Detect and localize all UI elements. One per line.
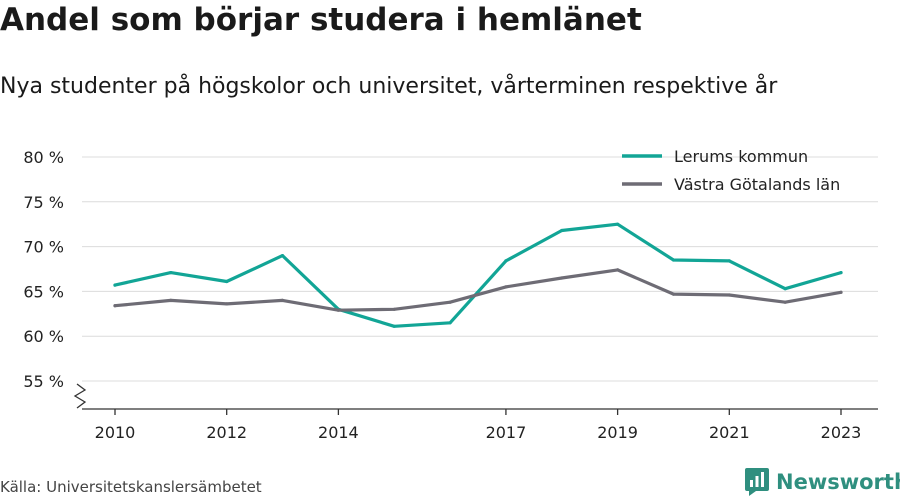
x-tick-label: 2010 [95,423,136,442]
data-point [671,292,676,296]
y-tick-label: 70 % [23,238,64,257]
legend: Lerums kommun Västra Götalands län [622,147,840,194]
axes: 55 % 60 % 65 % 70 % 75 % 80 % 2010 2012 2014 2017… [23,148,878,442]
brand-logo: Newsworthy [744,466,900,498]
axis-break-icon [73,383,87,409]
data-point [616,268,620,272]
chart-title: Andel som börjar studera i hemlänet [0,2,642,38]
data-point [448,321,452,325]
data-point [336,308,340,312]
x-tick-label: 2017 [486,423,527,442]
x-tick-label: 2012 [206,423,247,442]
data-point [448,300,452,304]
x-tick-label: 2023 [821,423,862,442]
data-point [169,271,173,275]
data-point [671,258,676,262]
x-tick-label: 2019 [597,423,638,442]
data-point [113,304,117,308]
legend-label: Lerums kommun [674,147,808,166]
data-point [280,254,285,258]
source-note: Källa: Universitetskanslersämbetet [0,478,262,496]
data-point [560,276,564,280]
line-chart: 55 % 60 % 65 % 70 % 75 % 80 % 2010 2012 2014 2017… [23,147,878,442]
data-point [392,324,396,328]
x-tick-label: 2021 [709,423,750,442]
chart-subtitle: Nya studenter på högskolor och universit… [0,74,778,99]
data-point [169,298,173,302]
data-point [113,283,117,287]
data-point [727,293,731,297]
data-point [783,300,787,304]
data-point [504,259,508,263]
y-tick-label: 75 % [23,193,64,212]
y-tick-label: 60 % [23,327,64,346]
data-point [783,287,787,291]
data-point [839,290,843,294]
y-tick-label: 55 % [23,372,64,391]
legend-label: Västra Götalands län [674,175,840,194]
data-point [616,222,620,226]
newsworthy-logo-icon [745,468,769,496]
data-point [392,307,396,311]
brand-name: Newsworthy [776,470,900,494]
y-tick-label: 80 % [23,148,64,167]
data-point [225,302,229,306]
data-point [560,228,564,233]
series-lines [113,222,843,328]
data-point [839,271,843,275]
data-point [727,259,731,263]
series-line [113,268,843,312]
y-tick-label: 65 % [23,282,64,301]
data-point [225,279,229,284]
x-tick-label: 2014 [318,423,359,442]
series-line [113,222,843,328]
data-point [504,285,508,289]
data-point [280,298,285,302]
